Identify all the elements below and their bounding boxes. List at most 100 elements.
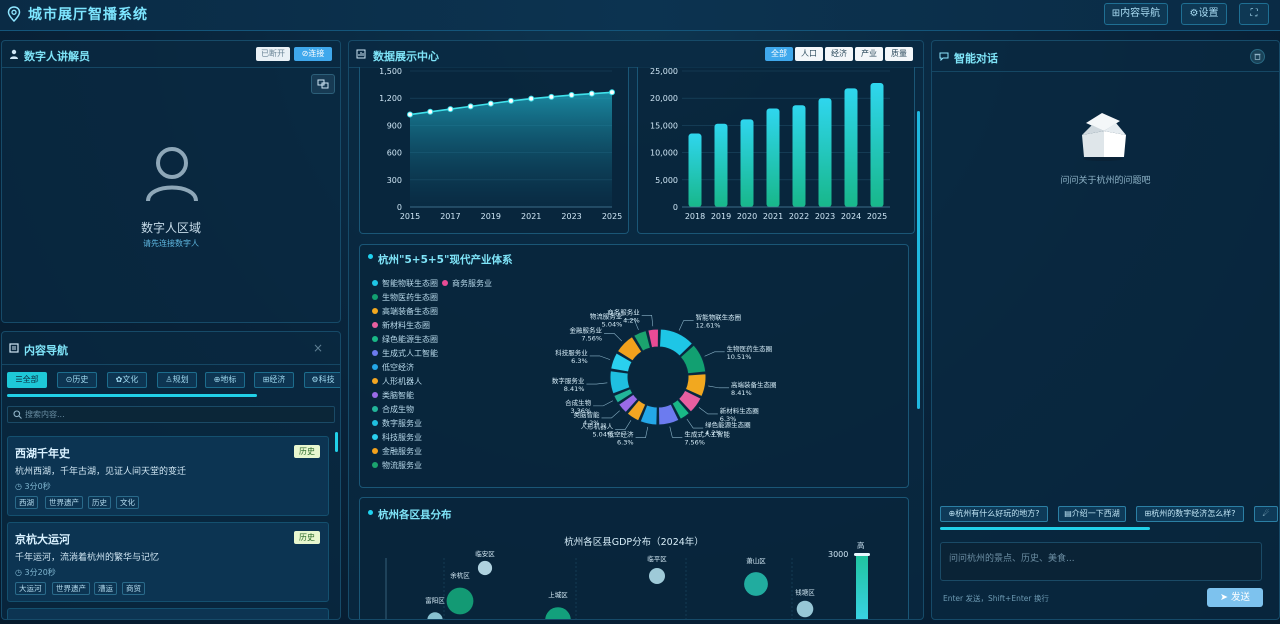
label-leader-line (593, 400, 614, 407)
category-badge: 历史 (294, 531, 320, 544)
legend-label: 类脑智能 (382, 391, 414, 400)
content-nav-button[interactable]: ⊞内容导航 (1104, 3, 1168, 25)
slice-label: 金融服务业 (570, 325, 603, 334)
legend-item[interactable]: 生成式人工智能 (372, 348, 438, 360)
suggestion-chip[interactable]: ☄ (1254, 506, 1278, 522)
bar (870, 82, 884, 207)
filter-economy[interactable]: ⊞经济 (254, 372, 294, 388)
clear-chat-button[interactable] (1250, 49, 1265, 64)
card-tag: 漕运 (94, 582, 117, 595)
legend-label: 生成式人工智能 (382, 349, 438, 358)
slice-percent-label: 4.2% (705, 429, 722, 437)
bar (714, 123, 728, 207)
suggestion-chip[interactable]: ⊕杭州有什么好玩的地方? (940, 506, 1048, 522)
x-tick-label: 2021 (763, 212, 783, 221)
suggestion-scrollbar[interactable] (940, 527, 1150, 530)
slice-percent-label: 6.3% (617, 439, 634, 447)
card-description: 杭州西湖，千年古湖，见证人间天堂的变迁 (15, 467, 187, 477)
legend-item[interactable]: 合成生物 (372, 404, 414, 416)
donut-slice (679, 344, 707, 375)
district-bubble (744, 572, 768, 596)
search-input[interactable]: 搜索内容... (7, 406, 335, 423)
filter-all[interactable]: ☰全部 (7, 372, 47, 388)
legend-item[interactable]: 绿色能源生态圈 (372, 334, 438, 346)
filter-tech[interactable]: ⚙科技 (304, 372, 340, 388)
slice-percent-label: 10.51% (727, 353, 752, 361)
suggestion-chip[interactable]: ⊞杭州的数字经济怎么样? (1136, 506, 1244, 522)
slice-percent-label: 7.56% (581, 334, 602, 342)
avatar-placeholder-icon (146, 147, 198, 202)
chat-panel: 智能对话 问问关于杭州的问题吧 ⊕杭州有什么好玩的地方? ▤介绍一下西湖 ⊞杭州… (931, 40, 1280, 620)
connect-button[interactable]: ⊘连接 (294, 47, 332, 61)
filter-history[interactable]: ⊙历史 (57, 372, 97, 388)
legend-item[interactable]: 低空经济 (372, 362, 414, 374)
slice-label: 新材料生态圈 (720, 406, 759, 415)
legend-item[interactable]: 生物医药生态圈 (372, 292, 438, 304)
slice-percent-label: 6.3% (571, 357, 588, 365)
slice-percent-label: 12.61% (696, 322, 721, 330)
tab-quality[interactable]: 质量 (885, 47, 913, 61)
settings-button[interactable]: ⚙设置 (1181, 3, 1227, 25)
slice-label: 智能物联生态圈 (696, 313, 742, 322)
filter-landmark[interactable]: ⊕地标 (205, 372, 245, 388)
close-icon[interactable]: × (313, 341, 324, 355)
avatar-area-hint: 请先连接数字人 (143, 239, 199, 248)
chat-input[interactable]: 问问杭州的景点、历史、美食... (940, 542, 1262, 581)
y-tick-label: 15,000 (650, 121, 678, 130)
filter-planning[interactable]: ♙规划 (157, 372, 197, 388)
legend-item[interactable]: 物流服务业 (372, 460, 422, 472)
donut-slice (647, 328, 659, 349)
legend-label: 金融服务业 (382, 447, 422, 456)
content-card[interactable]: 京杭大运河 历史 千年运河，流淌着杭州的繁华与记忆 ◷ 3分20秒 大运河 世界… (7, 522, 329, 602)
bar (792, 105, 806, 207)
legend-label: 商务服务业 (452, 279, 492, 288)
list-scrollbar[interactable] (335, 432, 338, 452)
fullscreen-button[interactable]: ⛶ (1239, 3, 1269, 25)
legend-item[interactable]: 科技服务业 (372, 432, 422, 444)
label-leader-line (678, 320, 694, 331)
scale-handle[interactable] (854, 553, 870, 556)
y-tick-label: 600 (387, 149, 402, 158)
x-tick-label: 2020 (737, 212, 757, 221)
industry-card: 杭州"5+5+5"现代产业体系 智能物联生态圈 商务服务业 生物医药生态圈 高端装备生… (359, 244, 909, 488)
legend-item[interactable]: 金融服务业 (372, 446, 422, 458)
tab-industry[interactable]: 产业 (855, 47, 883, 61)
legend-item[interactable]: 商务服务业 (442, 278, 492, 290)
gdp-bar-chart: 0 5,000 10,000 15,000 20,000 25,000 2018 2019 20… (650, 67, 890, 221)
population-chart-card: 0 300 600 900 1,200 1,500 2015 2017 2019 2021 2023… (359, 67, 629, 234)
bar (818, 98, 832, 207)
content-card[interactable] (7, 608, 329, 619)
content-card[interactable]: 西湖千年史 历史 杭州西湖，千年古湖，见证人间天堂的变迁 ◷ 3分0秒 西湖 世… (7, 436, 329, 516)
bubble-label: 临平区 (647, 554, 667, 563)
slice-label: 物流服务业 (590, 312, 623, 321)
x-tick-label: 2024 (841, 212, 861, 221)
tab-economy[interactable]: 经济 (825, 47, 853, 61)
slice-percent-label: 6.3% (720, 415, 737, 423)
swap-view-button[interactable] (311, 74, 335, 94)
legend-item[interactable]: 类脑智能 (372, 390, 414, 402)
district-bubble (796, 600, 814, 618)
data-point (427, 108, 434, 115)
slice-label: 商务服务业 (607, 307, 640, 316)
suggestion-chip[interactable]: ▤介绍一下西湖 (1058, 506, 1126, 522)
donut-slice (671, 398, 691, 421)
slice-percent-label: 4.2% (623, 316, 640, 324)
legend-item[interactable]: 数字服务业 (372, 418, 422, 430)
legend-item[interactable]: 高端装备生态圈 (372, 306, 438, 318)
filter-culture[interactable]: ✿文化 (107, 372, 147, 388)
send-button[interactable]: ➤ 发送 (1207, 588, 1263, 607)
legend-item[interactable]: 人形机器人 (372, 376, 422, 388)
legend-color-dot (372, 363, 378, 370)
legend-item[interactable]: 智能物联生态圈 (372, 278, 438, 290)
legend-item[interactable]: 新材料生态圈 (372, 320, 430, 332)
tab-all[interactable]: 全部 (765, 47, 793, 61)
district-title: 杭州各区县分布 (378, 509, 452, 521)
tab-population[interactable]: 人口 (795, 47, 823, 61)
filter-scrollbar[interactable] (7, 394, 257, 397)
slice-label: 生成式人工智能 (684, 429, 730, 438)
data-center-header: 数据展示中心 全部 人口 经济 产业 质量 (349, 41, 923, 68)
data-center-scrollbar[interactable] (917, 111, 920, 409)
x-tick-label: 2023 (561, 212, 581, 221)
donut-slice (616, 335, 643, 362)
x-tick-label: 2025 (867, 212, 887, 221)
